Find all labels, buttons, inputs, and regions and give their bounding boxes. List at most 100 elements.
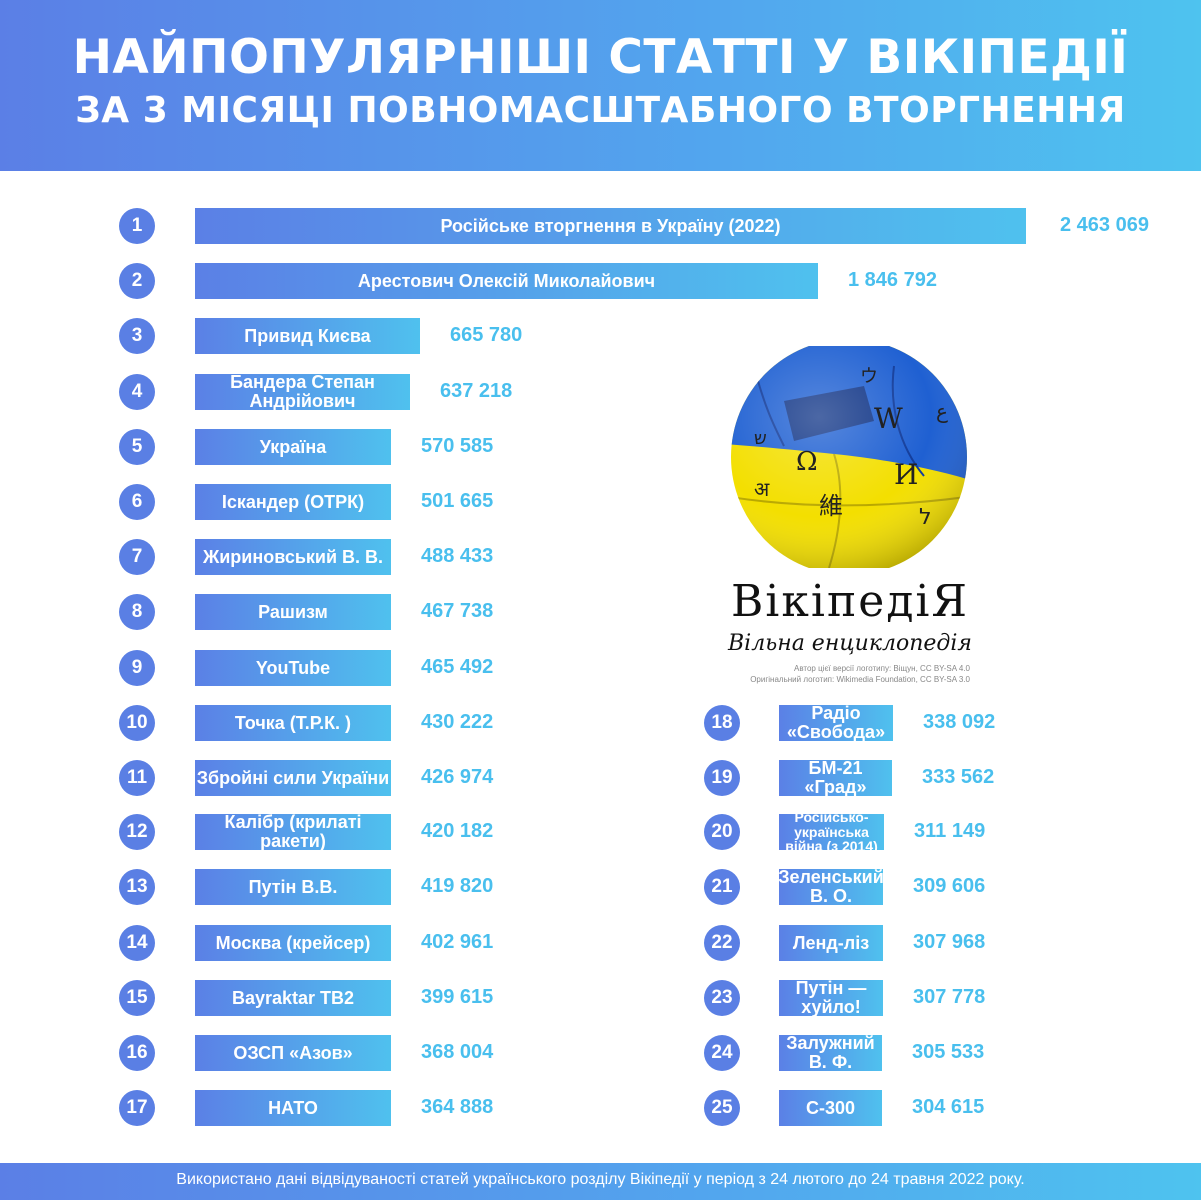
bar-label: Привид Києва [244,325,371,346]
value-label: 467 738 [421,600,494,622]
rank-badge: 11 [119,760,155,796]
rank-badge: 25 [704,1090,740,1126]
bar: БМ-21 «Град» [779,758,892,797]
value-label: 637 218 [440,380,513,402]
bar-label: Путін В.В. [248,876,338,897]
bar-label: Зеленський В. О. [778,867,884,906]
value-label: 399 615 [421,986,494,1008]
value-label: 333 562 [922,766,995,788]
rank-badge: 16 [119,1035,155,1071]
bar: Залужний В. Ф. [779,1033,882,1072]
bar-label: Україна [259,436,327,457]
bar: ОЗСП «Азов» [195,1035,391,1071]
wikipedia-logo: W Ω И 維 ウ ﻉ ל अ ש ВікіпедіЯ Вільна енцик… [700,340,1000,690]
bar-label: Калібр (крилаті ракети) [224,812,362,851]
rank-badge: 22 [704,925,740,961]
globe-glyph: И [894,458,918,491]
rank-badge: 18 [704,705,740,741]
value-label: 501 665 [421,490,494,512]
bar: Рашизм [195,594,391,630]
value-label: 305 533 [912,1041,985,1063]
wikipedia-wordmark: ВікіпедіЯ [730,576,970,627]
bar: Ленд-ліз [779,925,883,961]
globe-glyph: ל [919,505,932,530]
value-label: 307 778 [913,986,986,1008]
bar: Калібр (крилаті ракети) [195,812,391,851]
wikipedia-globe-icon: W Ω И 維 ウ ﻉ ל अ ש [731,346,967,568]
rank-badge: 24 [704,1035,740,1071]
bar: НАТО [195,1090,391,1126]
rank-badge: 19 [704,760,740,796]
rank-badge: 1 [119,208,155,244]
rank-badge: 8 [119,594,155,630]
rank-badge: 20 [704,814,740,850]
bar: Російське вторгнення в Україну (2022) [195,208,1026,244]
bar: Зеленський В. О. [778,867,884,906]
value-label: 419 820 [421,875,494,897]
value-label: 338 092 [923,711,996,733]
value-label: 2 463 069 [1060,214,1149,236]
globe-glyph: ﻉ [936,399,948,423]
value-label: 570 585 [421,435,494,457]
bar-label: БМ-21 «Град» [804,758,867,797]
bar-label: Збройні сили України [196,767,390,788]
rank-badge: 5 [119,429,155,465]
value-label: 488 433 [421,545,494,567]
rank-badge: 14 [119,925,155,961]
bar: С-300 [779,1090,882,1126]
bar: Бандера Степан Андрійович [195,373,410,410]
value-label: 311 149 [914,820,986,842]
footer-banner: Використано дані відвідуваності статей у… [0,1163,1201,1200]
header-banner: НАЙПОПУЛЯРНІШІ СТАТТІ У ВІКІПЕДІЇ ЗА 3 М… [0,0,1201,171]
bar-label: ОЗСП «Азов» [233,1042,353,1063]
globe-glyph: 維 [819,492,843,520]
globe-glyph: अ [754,477,770,501]
bar-label: Точка (Т.Р.К. ) [234,712,352,733]
value-label: 665 780 [450,324,523,346]
bar-label: С-300 [805,1097,856,1118]
rank-badge: 12 [119,814,155,850]
bar-label: Радіо «Свобода» [786,703,886,742]
rank-badge: 15 [119,980,155,1016]
bar: Жириновський В. В. [195,539,391,575]
rank-badge: 4 [119,374,155,410]
bar: Путін В.В. [195,869,391,905]
bar: Радіо «Свобода» [779,703,893,742]
rank-badge: 2 [119,263,155,299]
bar-label: Москва (крейсер) [215,932,371,953]
bar: Україна [195,429,391,465]
rank-badge: 3 [119,318,155,354]
value-label: 426 974 [421,766,494,788]
bar-label: Залужний В. Ф. [786,1033,875,1072]
logo-credit: Оригінальний логотип: Wikimedia Foundati… [750,675,970,684]
rank-badge: 6 [119,484,155,520]
rank-badge: 7 [119,539,155,575]
bar: Іскандер (ОТРК) [195,484,391,520]
bar-label: НАТО [268,1097,318,1118]
page-title: НАЙПОПУЛЯРНІШІ СТАТТІ У ВІКІПЕДІЇ [72,30,1129,85]
value-label: 465 492 [421,656,494,678]
wikipedia-tagline: Вільна енциклопедія [728,631,972,656]
bar-label: Арестович Олексій Миколайович [357,270,656,291]
bar-label: Ленд-ліз [792,932,870,953]
globe-glyph: Ω [796,447,818,477]
bar-label: Рашизм [258,601,328,622]
globe-glyph: ש [754,428,767,449]
footer-note: Використано дані відвідуваності статей у… [176,1171,1025,1188]
rank-badge: 10 [119,705,155,741]
bar: Збройні сили України [195,760,391,796]
value-label: 1 846 792 [848,269,937,291]
value-label: 420 182 [421,820,494,842]
value-label: 304 615 [912,1096,985,1118]
value-label: 364 888 [421,1096,494,1118]
logo-credit: Автор цієї версії логотипу: Віщун, CC BY… [793,664,970,673]
page-subtitle: ЗА 3 МІСЯЦІ ПОВНОМАСШТАБНОГО ВТОРГНЕННЯ [75,90,1126,131]
bar: Москва (крейсер) [195,925,391,961]
bar: Bayraktar TB2 [195,980,391,1016]
bar: Привид Києва [195,318,420,354]
bar-label: Іскандер (ОТРК) [221,491,365,512]
bar: Арестович Олексій Миколайович [195,263,818,299]
bar: Точка (Т.Р.К. ) [195,705,391,741]
value-label: 309 606 [913,875,986,897]
value-label: 368 004 [421,1041,494,1063]
